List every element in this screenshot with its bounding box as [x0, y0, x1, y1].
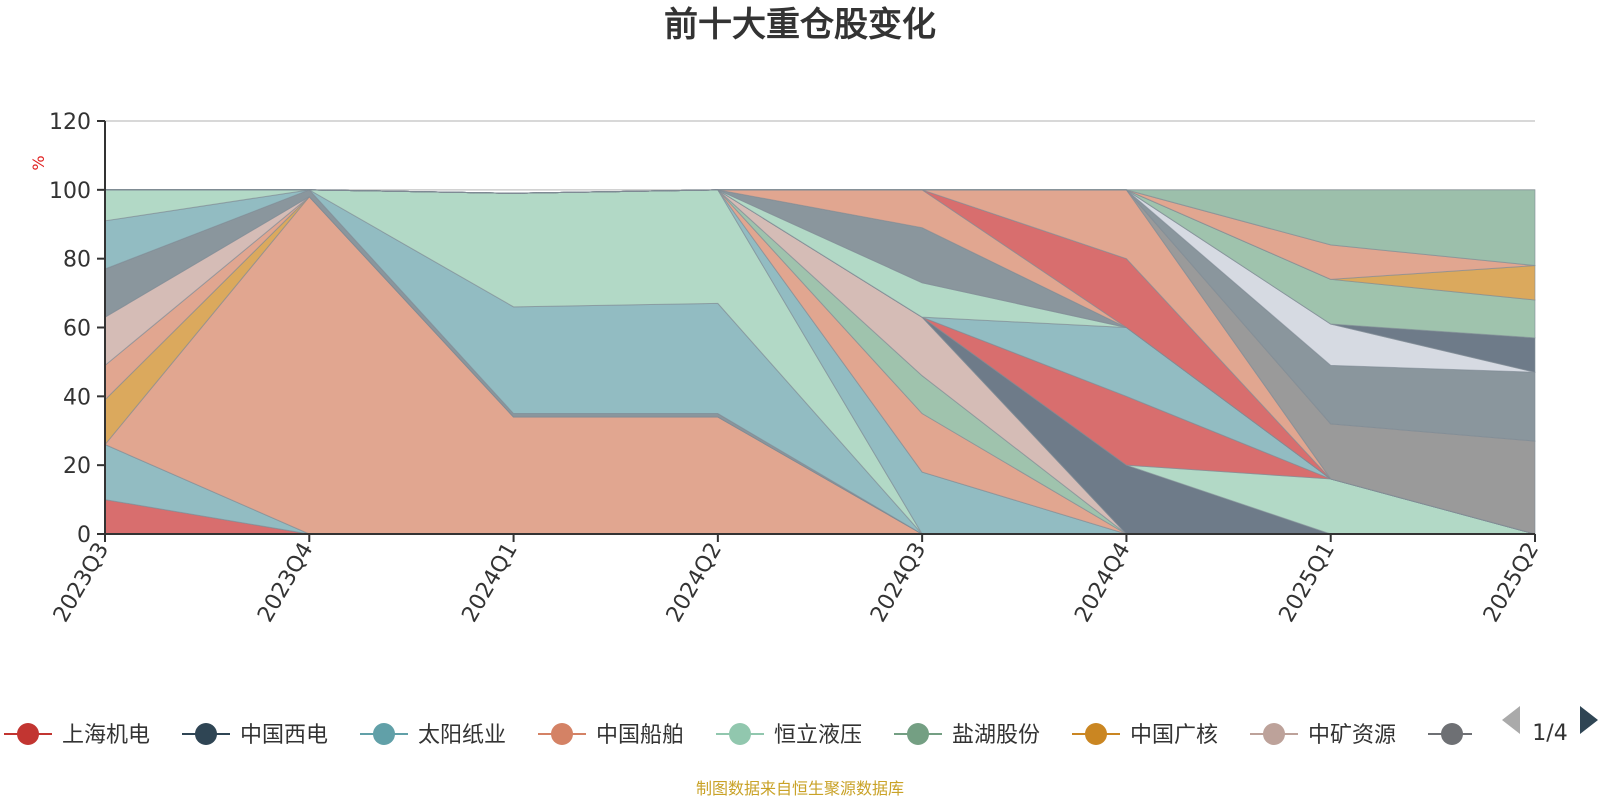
y-tick-label-60: 60	[63, 317, 91, 342]
y-tick-label-120: 120	[49, 110, 91, 135]
x-tick-label-2025Q1: 2025Q1	[1275, 539, 1340, 627]
legend-label: 中矿资源	[1308, 723, 1396, 748]
legend-item-中矿资源[interactable]: 中矿资源	[1250, 723, 1396, 748]
legend-marker-icon	[1441, 723, 1463, 745]
legend-marker-icon	[729, 723, 751, 745]
x-tick-label-2024Q3: 2024Q3	[866, 539, 931, 627]
data-source-note: 制图数据来自恒生聚源数据库	[696, 779, 904, 798]
x-tick-label-2025Q2: 2025Q2	[1479, 539, 1544, 627]
legend-label: 盐湖股份	[952, 723, 1040, 748]
legend-item-上海机电[interactable]: 上海机电	[4, 723, 150, 748]
y-tick-label-20: 20	[63, 454, 91, 479]
legend-item-盐湖股份[interactable]: 盐湖股份	[894, 723, 1040, 748]
legend-marker-icon	[551, 723, 573, 745]
chart-title: 前十大重仓股变化	[664, 5, 936, 45]
x-tick-label-2024Q2: 2024Q2	[662, 539, 727, 627]
legend-item-太阳纸业[interactable]: 太阳纸业	[360, 723, 506, 748]
area-series-盐湖股份[interactable]	[105, 189, 1536, 267]
y-axis-unit: %	[29, 155, 48, 170]
legend-item-恒立液压[interactable]: 恒立液压	[716, 723, 862, 748]
legend-marker-icon	[17, 723, 39, 745]
legend-label: 太阳纸业	[418, 723, 506, 748]
legend-label: 中国广核	[1130, 723, 1218, 748]
legend-item-中国船舶[interactable]: 中国船舶	[538, 723, 684, 748]
legend-page-indicator: 1/4	[1532, 721, 1567, 746]
legend-marker-icon	[907, 723, 929, 745]
y-tick-label-40: 40	[63, 385, 91, 410]
legend-marker-icon	[195, 723, 217, 745]
area-series-group	[104, 189, 1536, 535]
legend-overflow-mask	[1472, 700, 1498, 760]
legend-label: 中国西电	[240, 723, 328, 748]
y-tick-label-0: 0	[77, 523, 91, 548]
legend-pager[interactable]: 1/4	[1502, 706, 1598, 746]
x-tick-label-2023Q3: 2023Q3	[49, 539, 114, 627]
legend-marker-icon	[1085, 723, 1107, 745]
legend-marker-icon	[1263, 723, 1285, 745]
legend-item-中国西电[interactable]: 中国西电	[182, 723, 328, 748]
x-tick-label-2024Q1: 2024Q1	[457, 539, 522, 627]
legend-next-page-icon[interactable]	[1580, 706, 1598, 734]
legend-label: 恒立液压	[774, 723, 862, 748]
legend-prev-page-icon[interactable]	[1502, 706, 1520, 734]
x-tick-label-2023Q4: 2023Q4	[253, 539, 318, 627]
legend-label: 上海机电	[62, 723, 150, 748]
legend-label: 中国船舶	[596, 723, 684, 748]
x-tick-label-2024Q4: 2024Q4	[1070, 539, 1135, 627]
y-tick-label-100: 100	[49, 179, 91, 204]
legend-item-中国广核[interactable]: 中国广核	[1072, 723, 1218, 748]
legend[interactable]: 上海机电 中国西电 太阳纸业 中国船舶 恒立液压 盐湖股份 中国广核 中矿资源	[4, 700, 1498, 760]
y-tick-label-80: 80	[63, 248, 91, 273]
legend-item-truncated[interactable]	[1428, 723, 1476, 745]
legend-marker-icon	[373, 723, 395, 745]
